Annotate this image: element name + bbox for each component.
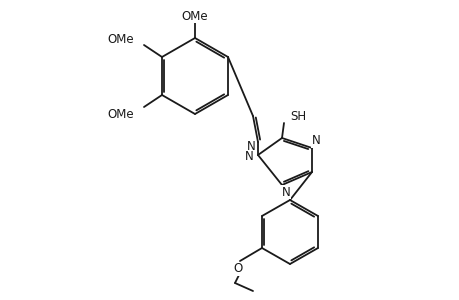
Text: OMe: OMe [181,10,208,22]
Text: N: N [281,185,290,199]
Text: N: N [311,134,319,148]
Text: O: O [233,262,242,275]
Text: N: N [246,140,255,152]
Text: SH: SH [289,110,305,122]
Text: OMe: OMe [107,32,134,46]
Text: N: N [244,151,253,164]
Text: OMe: OMe [107,109,134,122]
